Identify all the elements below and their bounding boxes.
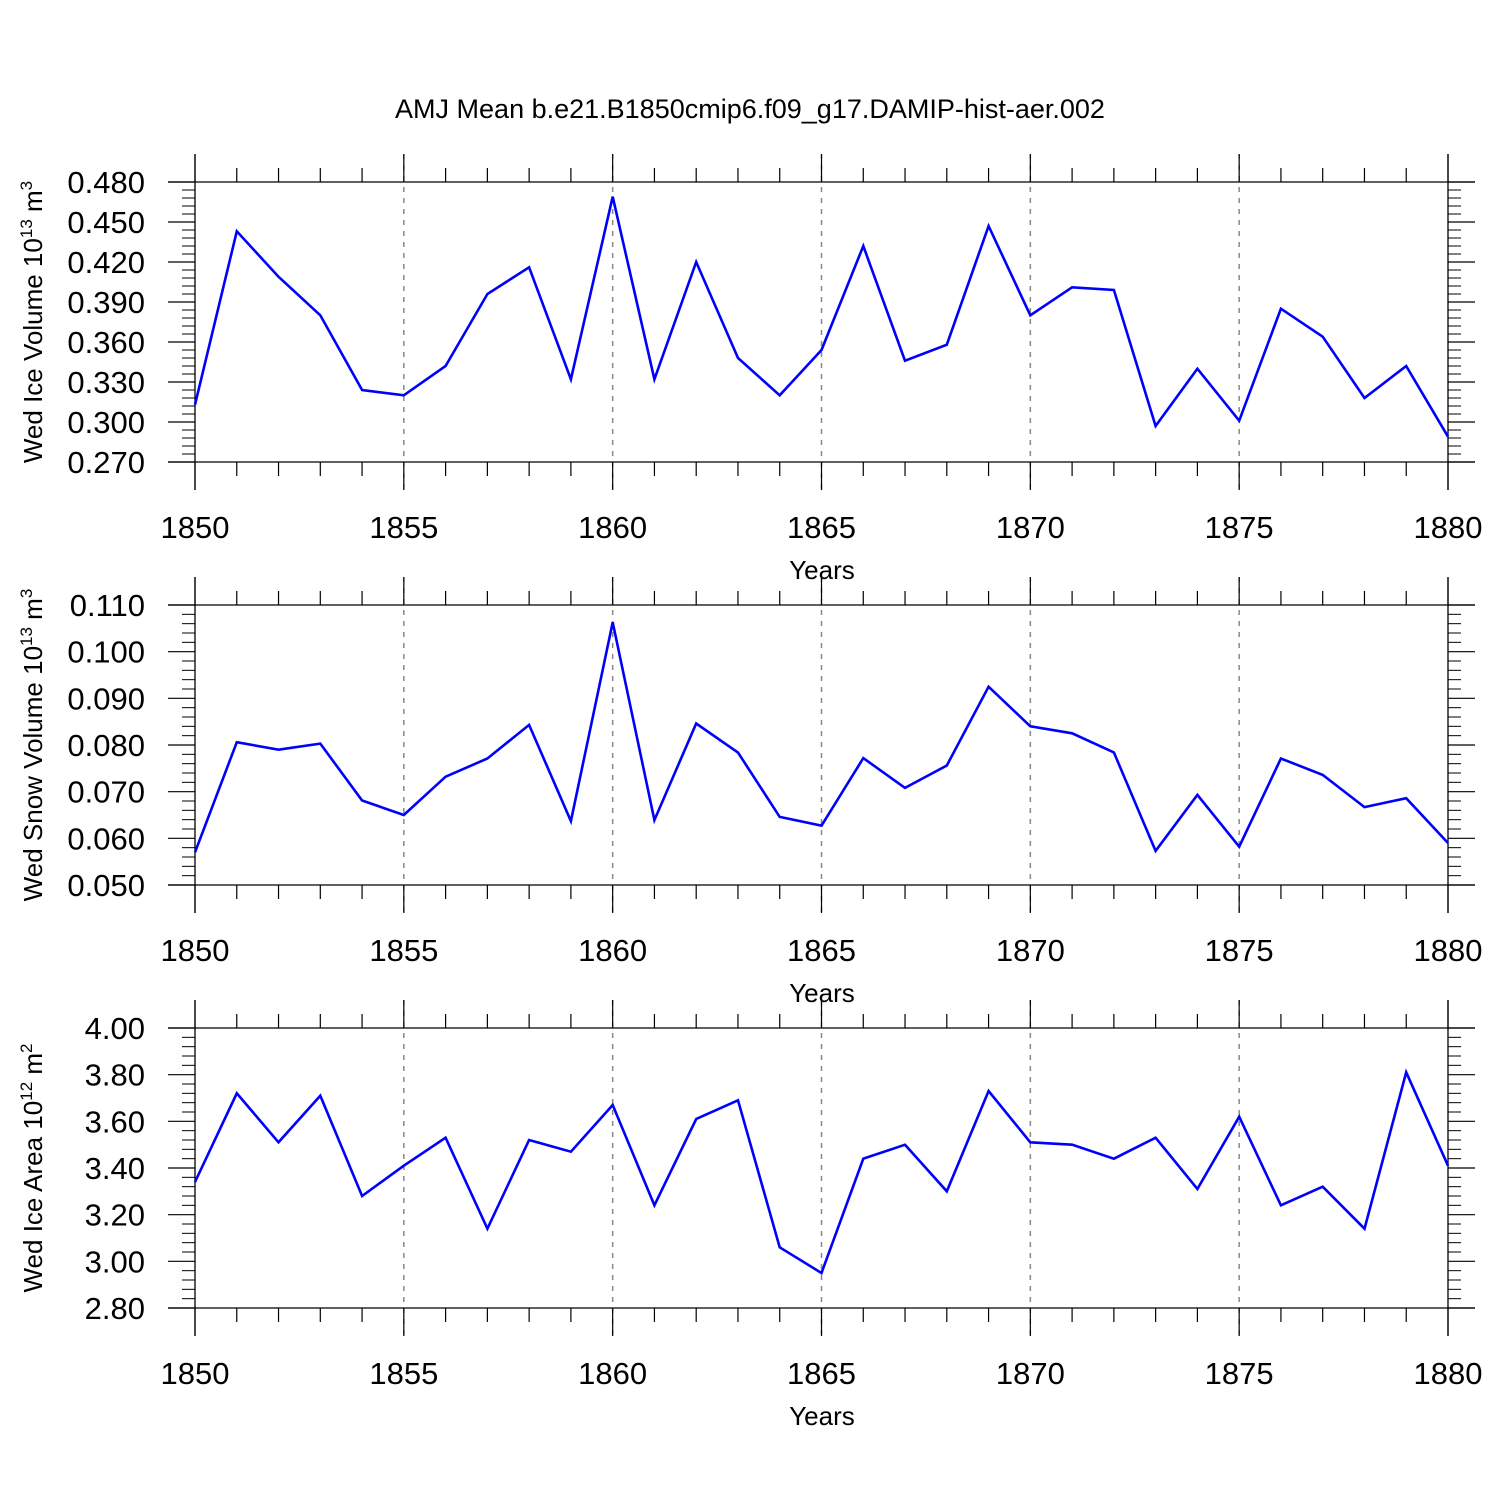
x-tick-label: 1880 <box>1414 933 1483 968</box>
y-tick-label: 0.450 <box>67 205 145 240</box>
x-tick-label: 1870 <box>996 1356 1065 1391</box>
y-tick-label: 0.080 <box>67 728 145 763</box>
chart-panel-2: 0.050 0.060 0.070 0.080 0.090 0.100 0.110 1850 1… <box>17 577 1482 1008</box>
y-tick-label: 3.20 <box>85 1198 145 1233</box>
x-tick-label: 1880 <box>1414 510 1483 545</box>
x-tick-label: 1860 <box>578 1356 647 1391</box>
x-tick-label: 1870 <box>996 510 1065 545</box>
x-tick-label: 1855 <box>369 933 438 968</box>
x-tick-label: 1860 <box>578 510 647 545</box>
x-tick-label: 1850 <box>161 933 230 968</box>
x-tick-label: 1855 <box>369 510 438 545</box>
y-tick-label: 0.060 <box>67 821 145 856</box>
y-tick-label: 0.480 <box>67 165 145 200</box>
y-tick-label: 0.360 <box>67 325 145 360</box>
y-tick-label: 0.330 <box>67 365 145 400</box>
x-tick-label: 1870 <box>996 933 1065 968</box>
y-tick-label: 3.60 <box>85 1104 145 1139</box>
figure-title: AMJ Mean b.e21.B1850cmip6.f09_g17.DAMIP-… <box>395 94 1105 124</box>
x-tick-label: 1865 <box>787 1356 856 1391</box>
x-tick-label: 1875 <box>1205 933 1274 968</box>
x-tick-label: 1875 <box>1205 510 1274 545</box>
y-axis-label: Wed Snow Volume 1013 m3 <box>17 589 48 902</box>
y-tick-label: 0.420 <box>67 245 145 280</box>
y-tick-label: 0.110 <box>70 588 145 623</box>
y-tick-label: 0.270 <box>67 445 145 480</box>
y-tick-label: 0.070 <box>67 775 145 810</box>
y-tick-label: 3.80 <box>85 1058 145 1093</box>
y-axis-label: Wed Ice Area 1012 m2 <box>17 1043 48 1292</box>
x-tick-label: 1860 <box>578 933 647 968</box>
y-tick-label: 4.00 <box>85 1011 145 1046</box>
x-tick-label: 1865 <box>787 933 856 968</box>
y-tick-label: 0.050 <box>67 868 145 903</box>
x-tick-label: 1850 <box>161 510 230 545</box>
chart-panel-3: 2.80 3.00 3.20 3.40 3.60 3.80 4.00 1850 1855 1860… <box>17 1000 1482 1431</box>
x-tick-label: 1850 <box>161 1356 230 1391</box>
y-tick-label: 0.090 <box>67 681 145 716</box>
chart-panel-1: 0.270 0.300 0.330 0.360 0.390 0.420 0.450 0.480… <box>17 154 1482 585</box>
y-tick-label: 0.300 <box>67 405 145 440</box>
x-tick-label: 1880 <box>1414 1356 1483 1391</box>
y-tick-label: 3.00 <box>85 1244 145 1279</box>
x-tick-label: 1875 <box>1205 1356 1274 1391</box>
x-tick-label: 1855 <box>369 1356 438 1391</box>
x-tick-label: 1865 <box>787 510 856 545</box>
y-tick-label: 2.80 <box>85 1291 145 1326</box>
y-tick-label: 3.40 <box>85 1151 145 1186</box>
y-tick-label: 0.390 <box>67 285 145 320</box>
y-axis-label: Wed Ice Volume 1013 m3 <box>17 181 48 463</box>
y-tick-label: 0.100 <box>67 635 145 670</box>
x-axis-label: Years <box>789 1401 855 1431</box>
